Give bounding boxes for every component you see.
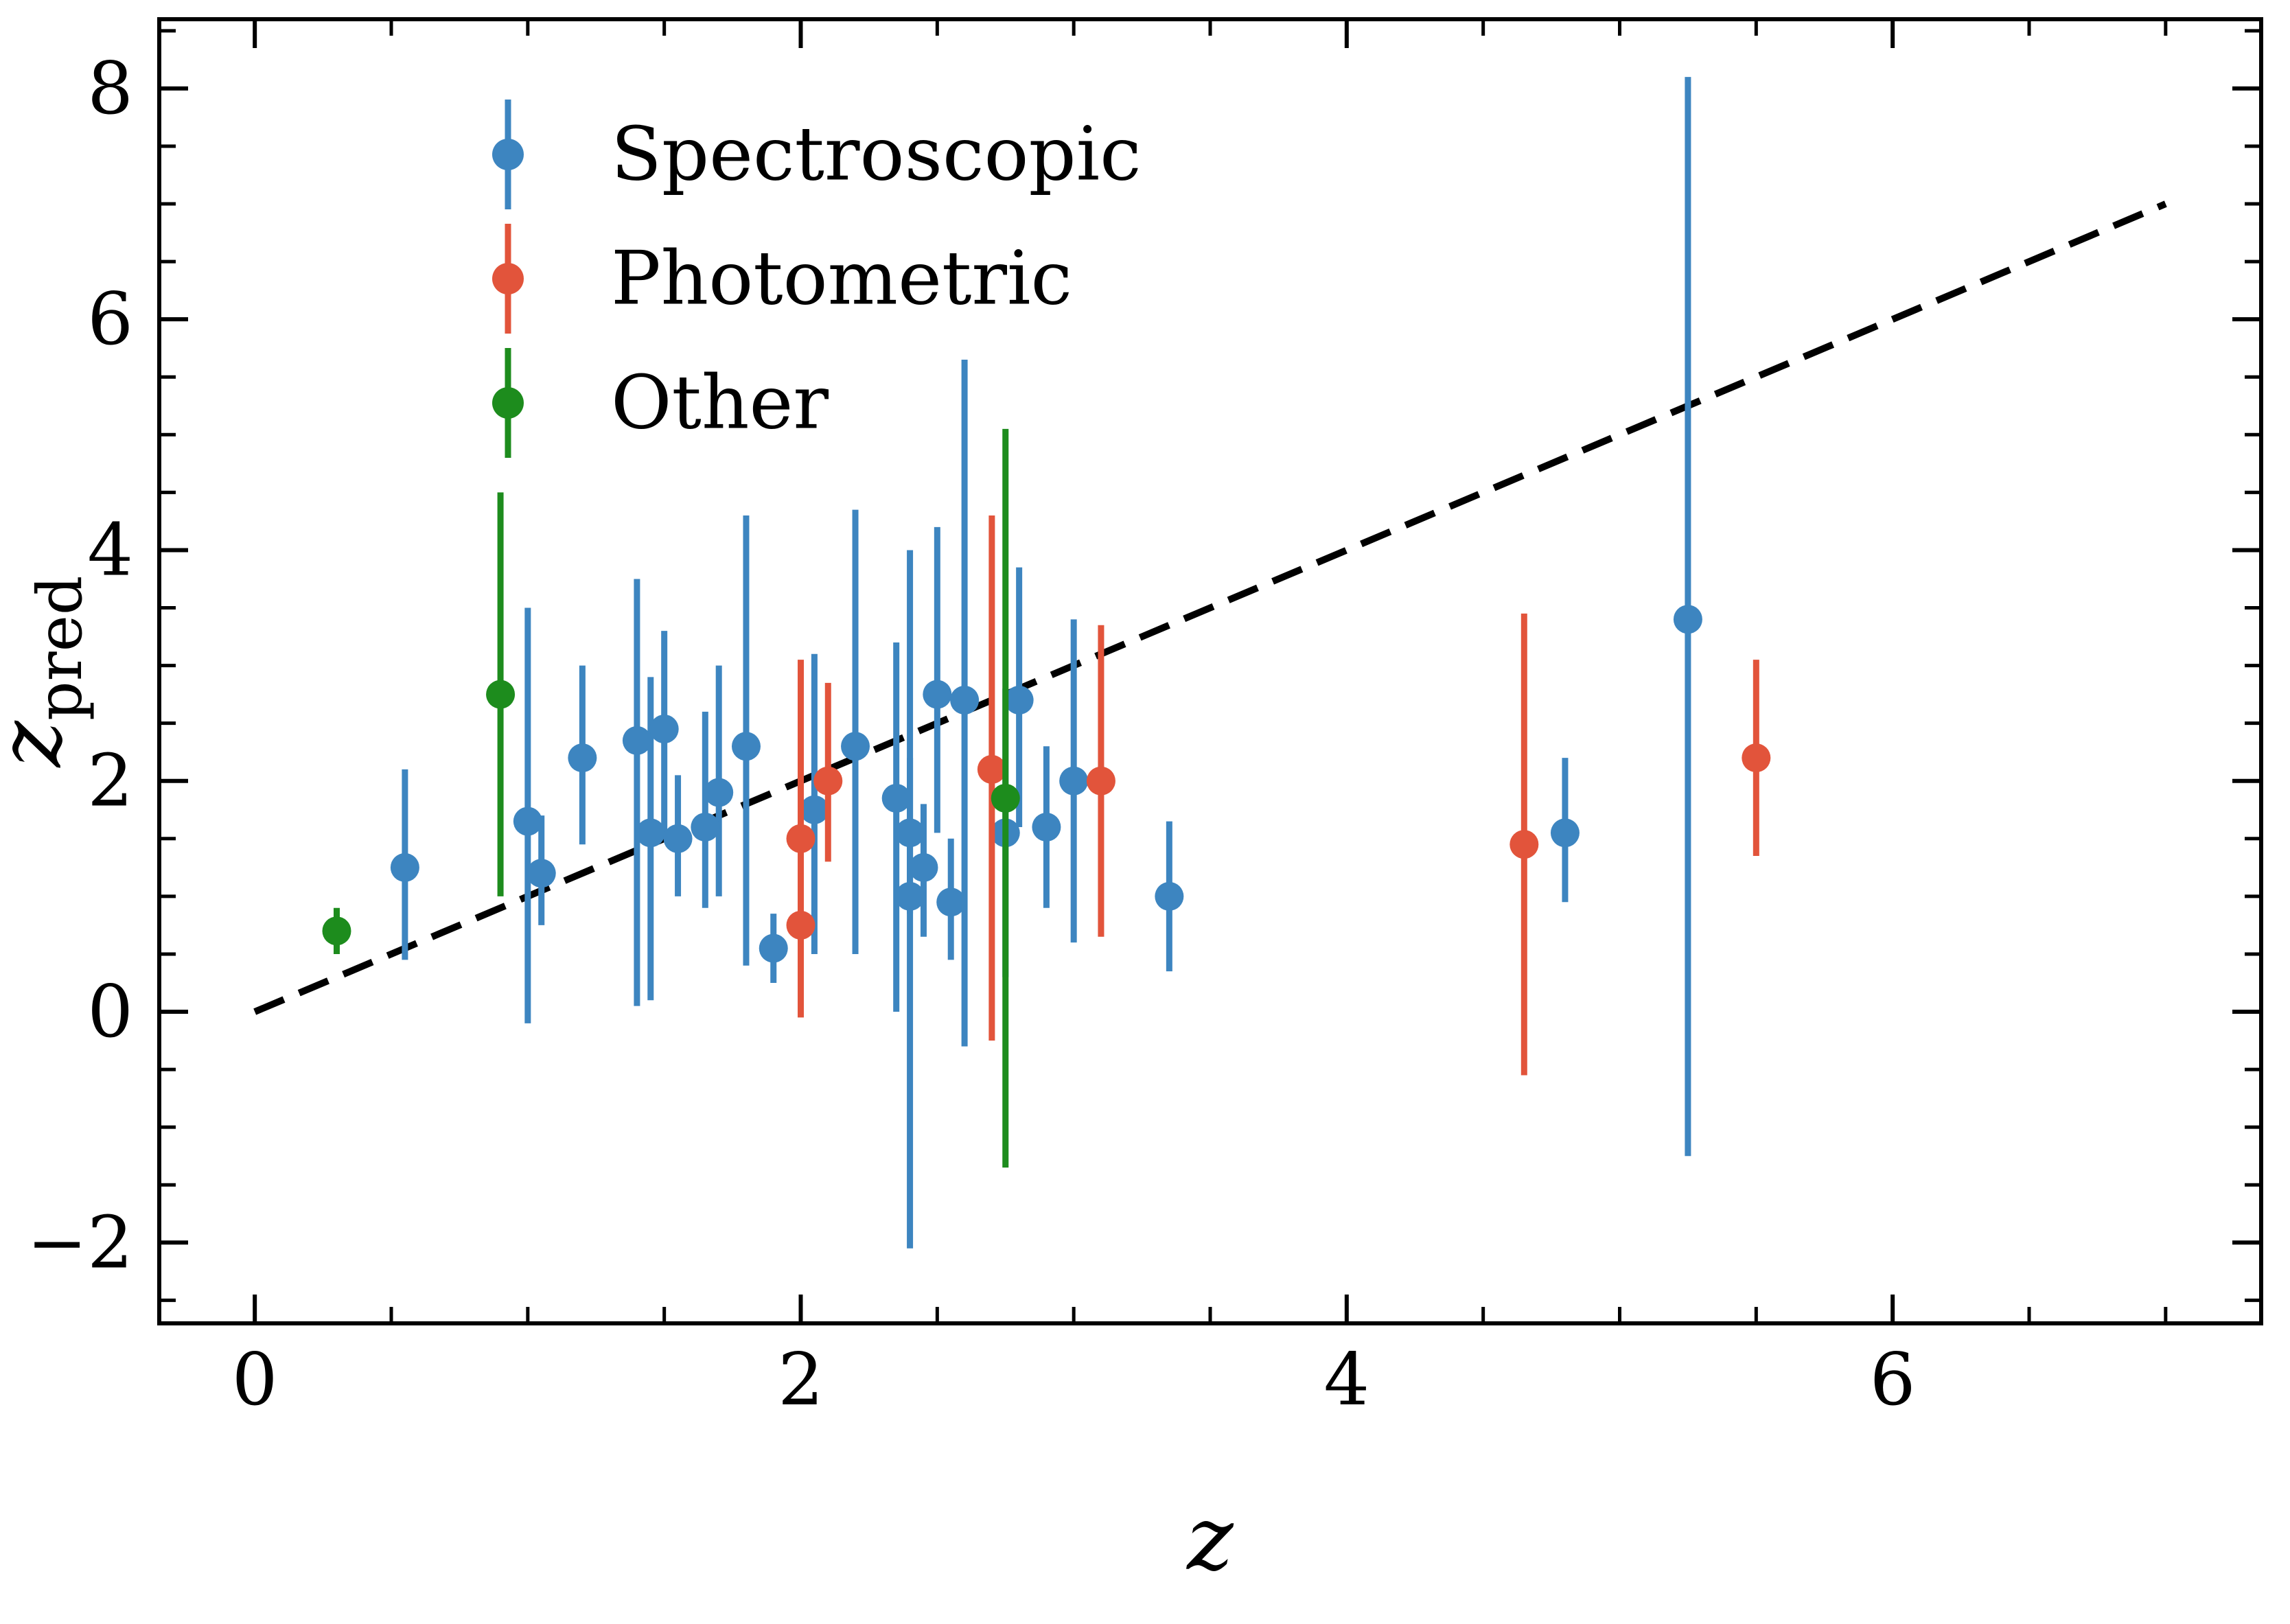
spectroscopic-point: [731, 732, 761, 761]
spectroscopic-point: [513, 807, 542, 836]
spectroscopic-point: [923, 680, 952, 709]
spectroscopic-point: [1032, 812, 1061, 842]
spectroscopic-point: [663, 824, 693, 853]
y-tick-label: −2: [27, 1200, 133, 1284]
legend-label: Other: [611, 360, 829, 446]
x-tick-label: 4: [1323, 1338, 1369, 1422]
spectroscopic-point: [895, 881, 925, 911]
photometric-point: [813, 766, 843, 796]
other-point: [991, 783, 1020, 813]
photometric-point: [1510, 830, 1539, 859]
other-point: [486, 680, 516, 709]
x-tick-label: 2: [778, 1338, 824, 1422]
spectroscopic-point: [1155, 881, 1184, 911]
spectroscopic-point: [1550, 818, 1580, 848]
spectroscopic-point: [691, 812, 720, 842]
spectroscopic-point: [841, 732, 870, 761]
spectroscopic-point: [1673, 605, 1702, 634]
photometric-point: [977, 754, 1006, 784]
x-tick-label: 6: [1870, 1338, 1916, 1422]
spectroscopic-point: [1059, 766, 1089, 796]
spectroscopic-point: [881, 783, 911, 813]
y-tick-label: 2: [87, 739, 133, 823]
spectroscopic-point: [390, 852, 419, 882]
legend-label: Photometric: [611, 236, 1072, 322]
spectroscopic-point: [895, 818, 925, 848]
photometric-point: [1742, 743, 1771, 773]
spectroscopic-point: [1004, 686, 1034, 715]
legend-marker-point: [492, 263, 524, 294]
y-tick-label: 4: [87, 508, 133, 592]
spectroscopic-point: [622, 726, 651, 755]
legend-marker-point: [492, 139, 524, 170]
spectroscopic-point: [704, 778, 734, 807]
photometric-point: [786, 910, 816, 940]
spectroscopic-point: [909, 852, 938, 882]
photometric-point: [1086, 766, 1115, 796]
spectroscopic-point: [527, 859, 556, 888]
x-axis-label: z: [1186, 1488, 1234, 1590]
spectroscopic-point: [936, 888, 966, 917]
y-tick-label: 0: [87, 970, 133, 1054]
identity-line: [253, 200, 2167, 1015]
photometric-point: [786, 824, 816, 853]
other-point: [322, 916, 351, 946]
spectroscopic-point: [950, 686, 980, 715]
legend-label: Spectroscopic: [611, 112, 1142, 198]
spectroscopic-point: [759, 933, 788, 963]
spectroscopic-point: [568, 743, 597, 773]
legend-marker-point: [492, 387, 524, 419]
spectroscopic-point: [800, 795, 829, 824]
y-tick-label: 6: [87, 277, 133, 361]
spectroscopic-point: [649, 715, 679, 744]
x-tick-label: 0: [232, 1338, 278, 1422]
y-tick-label: 8: [87, 47, 133, 130]
spectroscopic-point: [636, 818, 665, 848]
